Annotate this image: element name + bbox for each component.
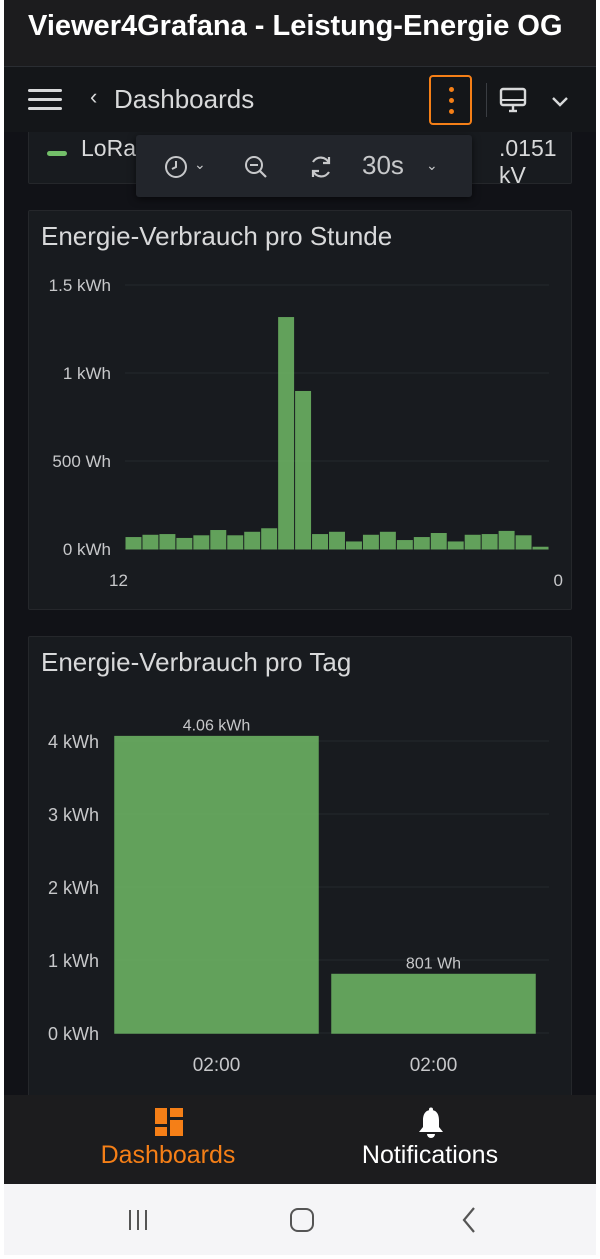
bar bbox=[481, 534, 498, 550]
y-tick-label: 1 kWh bbox=[48, 951, 99, 971]
bar bbox=[244, 531, 261, 550]
bar bbox=[331, 973, 536, 1034]
monitor-icon[interactable] bbox=[496, 83, 530, 117]
back-chevron-icon[interactable]: ‹ bbox=[90, 84, 98, 109]
bar bbox=[396, 540, 413, 550]
bar bbox=[176, 537, 193, 550]
y-tick-label: 2 kWh bbox=[48, 878, 99, 898]
bar bbox=[193, 535, 210, 550]
chevron-down-icon[interactable] bbox=[546, 87, 574, 115]
bar bbox=[362, 534, 379, 550]
zoom-out-icon[interactable] bbox=[244, 155, 268, 179]
bottom-nav-notifications[interactable]: Notifications bbox=[282, 1095, 578, 1184]
bar bbox=[345, 541, 362, 550]
bar bbox=[413, 537, 430, 550]
y-tick-label: 4 kWh bbox=[48, 732, 99, 752]
data-label: 801 Wh bbox=[406, 956, 461, 973]
bar bbox=[498, 530, 515, 550]
legend-swatch bbox=[47, 151, 67, 156]
x-tick-label: 12 bbox=[109, 571, 128, 590]
y-tick-label: 1.5 kWh bbox=[49, 276, 111, 295]
bar bbox=[261, 528, 278, 550]
dashboards-icon bbox=[155, 1108, 183, 1136]
y-tick-label: 500 Wh bbox=[52, 452, 111, 471]
bottom-nav-notifications-label: Notifications bbox=[361, 1141, 499, 1169]
bar bbox=[430, 533, 447, 550]
bar bbox=[114, 735, 319, 1034]
stat-value: .0151 kV bbox=[499, 135, 557, 188]
bar bbox=[159, 534, 176, 550]
y-tick-label: 1 kWh bbox=[63, 364, 111, 383]
bottom-nav: Dashboards Notifications bbox=[4, 1095, 596, 1184]
bell-icon bbox=[419, 1107, 443, 1138]
refresh-icon[interactable] bbox=[308, 154, 334, 180]
bar bbox=[278, 317, 295, 550]
nav-divider bbox=[486, 83, 487, 117]
x-tick-label: 02:00 bbox=[410, 1055, 458, 1076]
x-tick-label: 02:00 bbox=[193, 1055, 241, 1076]
clock-icon[interactable] bbox=[164, 155, 188, 179]
y-tick-label: 0 kWh bbox=[63, 540, 111, 559]
y-tick-label: 3 kWh bbox=[48, 805, 99, 825]
back-icon[interactable] bbox=[440, 1198, 500, 1242]
recent-apps-icon[interactable] bbox=[108, 1198, 168, 1242]
home-icon[interactable] bbox=[272, 1198, 332, 1242]
panel-energy-per-day[interactable]: Energie-Verbrauch pro Tag 4 kWh 3 kWh 2 kW… bbox=[28, 636, 572, 1095]
time-picker-chevron-icon[interactable]: ⌄ bbox=[194, 156, 206, 172]
breadcrumb-dashboards[interactable]: Dashboards bbox=[114, 84, 255, 114]
nav-bar: ‹ Dashboards bbox=[4, 66, 596, 132]
bar bbox=[447, 541, 464, 550]
bar bbox=[295, 390, 312, 550]
interval-chevron-icon[interactable]: ⌄ bbox=[426, 157, 438, 173]
bar bbox=[125, 537, 142, 550]
panel-title: Energie-Verbrauch pro Tag bbox=[41, 647, 352, 677]
bar bbox=[210, 530, 227, 550]
menu-icon[interactable] bbox=[28, 89, 62, 111]
time-toolbar: ⌄ 30s ⌄ bbox=[136, 135, 472, 197]
bar bbox=[532, 546, 549, 550]
data-label: 4.06 kWh bbox=[183, 718, 251, 735]
bar bbox=[312, 534, 329, 550]
legend-label: LoRa bbox=[81, 135, 136, 161]
more-options-button[interactable] bbox=[429, 75, 472, 125]
x-tick-label: 0 bbox=[554, 571, 563, 590]
refresh-interval-select[interactable]: 30s bbox=[362, 150, 404, 180]
hourly-bar-chart: 1.5 kWh 1 kWh 500 Wh 0 kWh 12 0 bbox=[49, 276, 563, 590]
app-title: Viewer4Grafana - Leistung-Energie OG bbox=[28, 10, 563, 42]
daily-bar-chart: 4 kWh 3 kWh 2 kWh 1 kWh 0 kWh 4.06 kWh 02:00 80… bbox=[48, 718, 549, 1076]
system-nav-bar bbox=[4, 1184, 596, 1255]
bar bbox=[515, 535, 532, 550]
app-title-bar: Viewer4Grafana - Leistung-Energie OG bbox=[4, 0, 596, 66]
bar bbox=[379, 531, 396, 550]
bar bbox=[329, 531, 345, 550]
bottom-nav-dashboards[interactable]: Dashboards bbox=[20, 1095, 316, 1184]
bar bbox=[464, 534, 481, 550]
panel-energy-per-hour[interactable]: Energie-Verbrauch pro Stunde 1.5 kWh 1 kW… bbox=[28, 210, 572, 610]
bar bbox=[227, 535, 244, 550]
bottom-nav-dashboards-label: Dashboards bbox=[100, 1141, 236, 1169]
panel-title: Energie-Verbrauch pro Stunde bbox=[41, 221, 393, 251]
bar bbox=[142, 534, 159, 550]
y-tick-label: 0 kWh bbox=[48, 1024, 99, 1044]
dashboard-content[interactable]: LoRa .0151 kV ⌄ 30s ⌄ Energie-Verbrauch … bbox=[4, 132, 596, 1095]
